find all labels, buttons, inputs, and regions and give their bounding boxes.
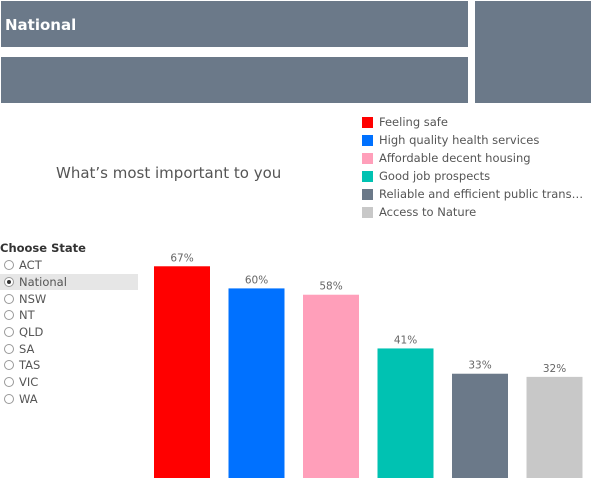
state-option-vic[interactable]: VIC [0,374,138,391]
subtitle-banner [1,57,468,103]
chart-legend: Feeling safe High quality health services… [362,113,590,221]
question-heading: What’s most important to you [56,164,282,182]
bar[interactable] [452,373,508,478]
bar-value-label: 41% [394,334,417,346]
legend-swatch [362,188,373,200]
bar[interactable] [154,266,210,478]
legend-label: Reliable and efficient public transp... [379,187,589,201]
filter-title: Choose State [0,241,86,255]
state-option-label: SA [19,341,35,356]
title-banner [1,1,468,47]
legend-label: Affordable decent housing [379,151,531,165]
radio-button[interactable] [4,277,14,288]
bar-value-label: 33% [468,360,491,372]
radio-button[interactable] [4,327,14,338]
bar[interactable] [228,288,285,478]
bar-value-label: 60% [245,274,268,286]
state-option-label: ACT [19,258,42,273]
legend-item[interactable]: Good job prospects [362,167,590,185]
state-option-label: TAS [19,358,41,373]
legend-label: Access to Nature [379,205,477,219]
state-option-nsw[interactable]: NSW [0,290,138,307]
state-option-label: NSW [19,291,47,306]
bar[interactable] [526,376,583,478]
bar-chart: 67% 60% 58% 41% 33% 32% [154,252,583,478]
radio-button[interactable] [4,393,14,404]
legend-item[interactable]: Access to Nature [362,203,590,221]
state-option-nt[interactable]: NT [0,307,138,324]
bar-value-label: 32% [543,363,566,375]
state-option-qld[interactable]: QLD [0,324,138,341]
radio-button[interactable] [4,310,14,321]
legend-label: Good job prospects [379,169,491,183]
legend-swatch [362,206,373,218]
legend-swatch [362,152,373,164]
legend-item[interactable]: Affordable decent housing [362,149,590,167]
state-radio-list: ACT National NSW NT QLD SA TAS VIC WA [0,257,138,407]
state-option-label: NT [19,308,35,323]
state-filter: Choose State ACT National NSW NT QLD SA TAS VIC… [0,239,138,407]
legend-item[interactable]: Reliable and efficient public transp... [362,185,590,203]
page-title: National [5,16,77,34]
state-option-label: WA [19,391,38,406]
legend-label: High quality health services [379,133,540,147]
state-option-sa[interactable]: SA [0,340,138,357]
bar[interactable] [377,348,434,478]
state-option-label: QLD [19,325,44,340]
bar[interactable] [303,294,359,478]
radio-button[interactable] [4,260,14,271]
legend-label: Feeling safe [379,115,448,129]
legend-swatch [362,170,373,182]
radio-button[interactable] [4,360,14,371]
legend-item[interactable]: High quality health services [362,131,590,149]
state-option-national[interactable]: National [0,273,138,291]
state-option-label: VIC [19,375,39,390]
state-option-wa[interactable]: WA [0,391,138,408]
bar-value-label: 58% [319,281,342,293]
bar-value-label: 67% [170,252,193,264]
legend-swatch [362,116,373,128]
radio-button[interactable] [4,343,14,354]
side-panel [475,1,591,103]
radio-button[interactable] [4,293,14,304]
legend-item[interactable]: Feeling safe [362,113,590,131]
state-option-act[interactable]: ACT [0,257,138,274]
radio-button[interactable] [4,377,14,388]
legend-swatch [362,134,373,146]
state-option-label: National [19,275,67,290]
state-option-tas[interactable]: TAS [0,357,138,374]
